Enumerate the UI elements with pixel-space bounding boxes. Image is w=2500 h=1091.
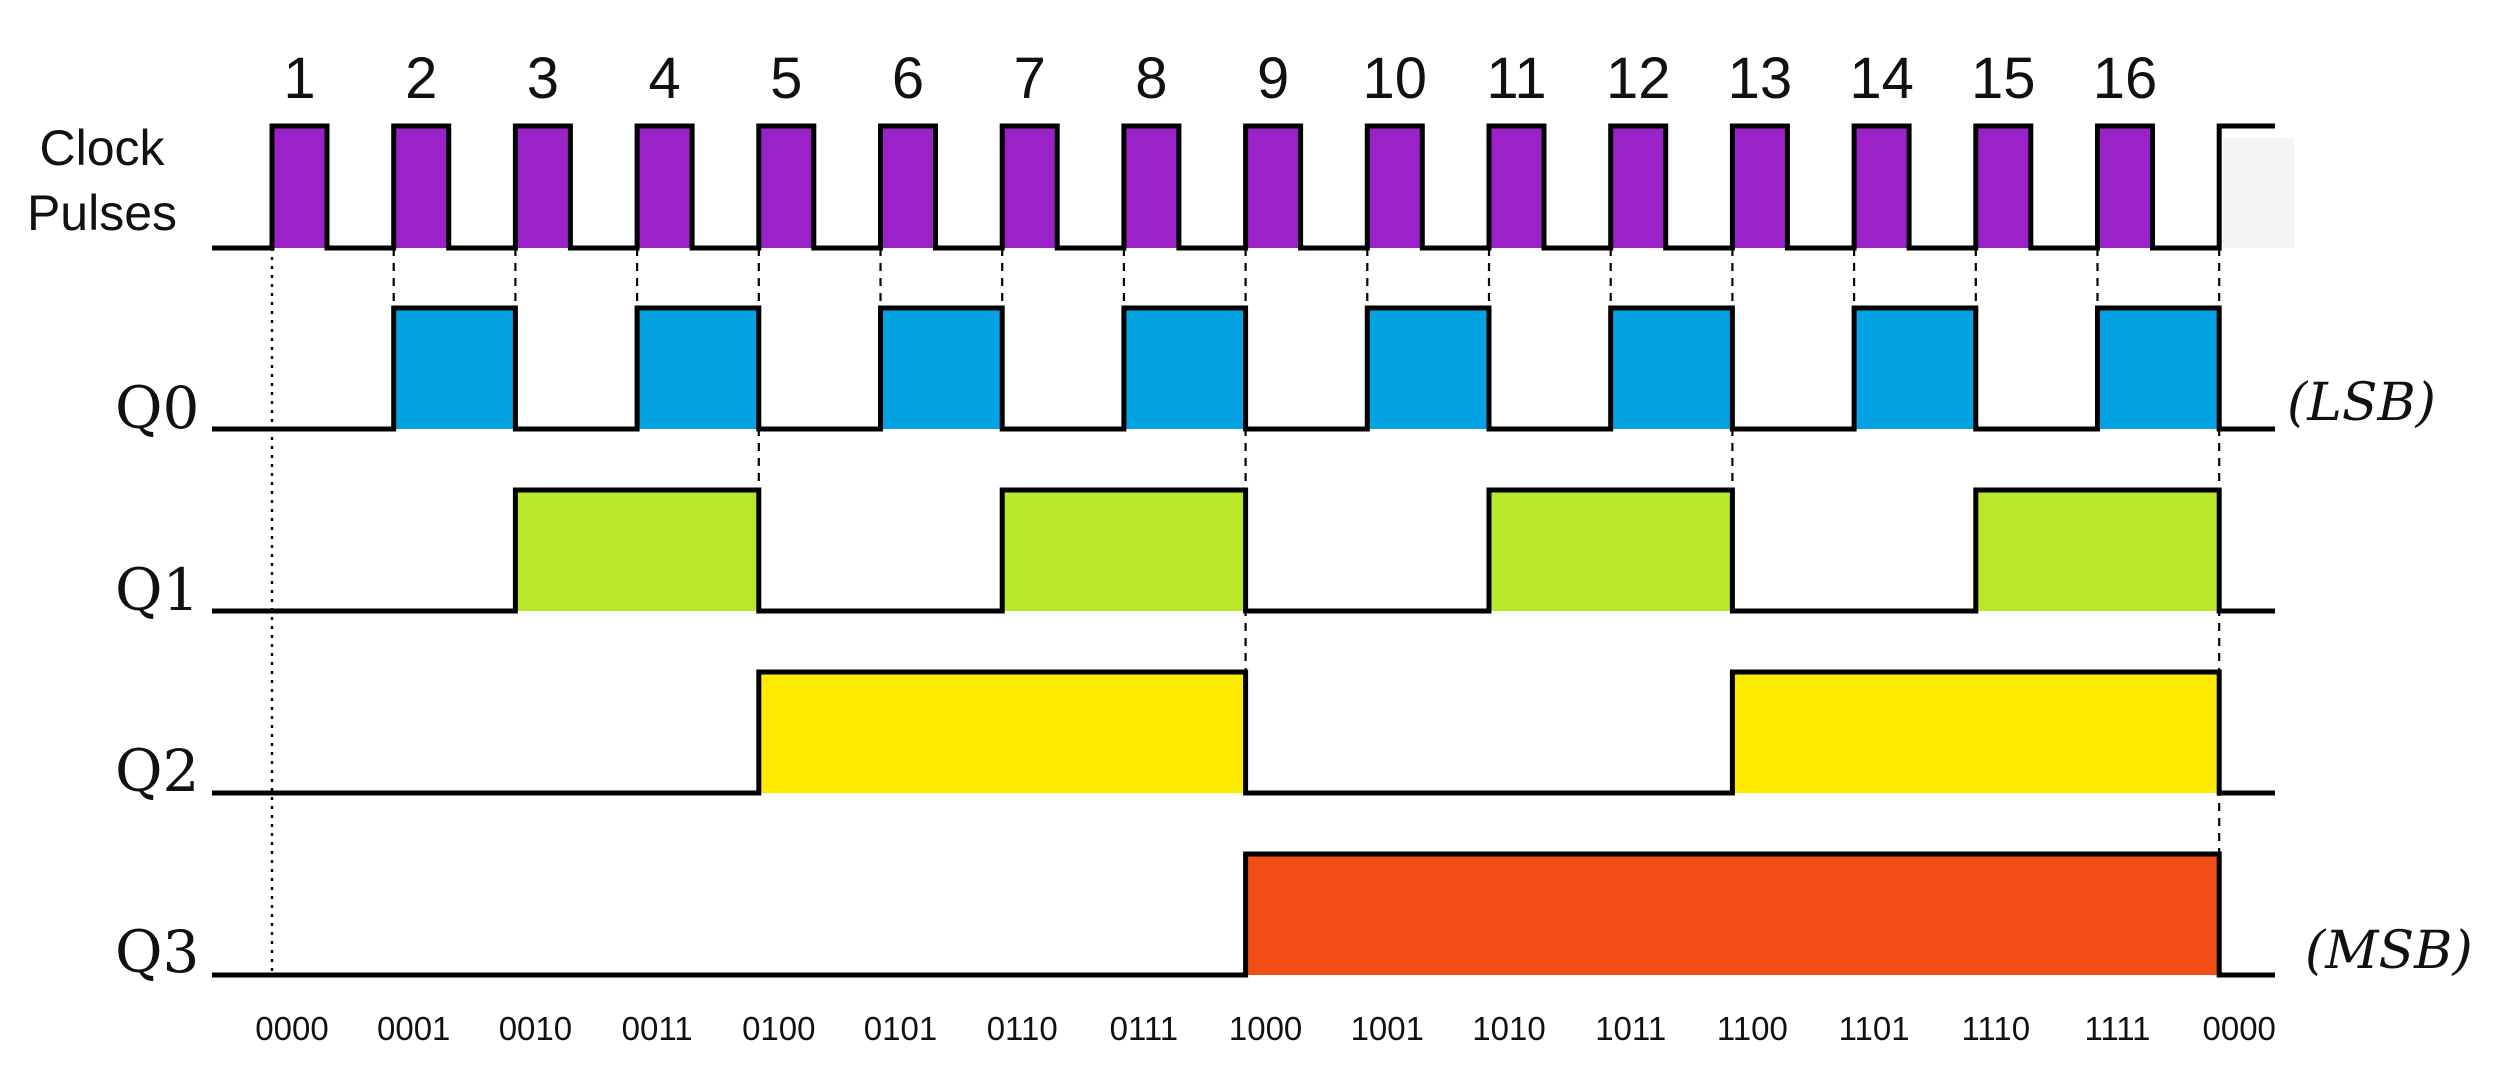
q0-label: Q0 bbox=[115, 374, 199, 442]
pulse-number: 3 bbox=[527, 46, 559, 111]
clock-pulse-fill bbox=[1975, 126, 2031, 248]
state-code: 0111 bbox=[1110, 1010, 1179, 1047]
state-codes: 0000 0001 0010 0011 0100 0101 0110 0111 1000 1001… bbox=[255, 1010, 2276, 1047]
clock-pulse-fill bbox=[393, 126, 449, 248]
pulse-number: 16 bbox=[2093, 46, 2158, 111]
clock-pulse-fill bbox=[1245, 126, 1301, 248]
pulse-number: 5 bbox=[770, 46, 802, 111]
lsb-note: (LSB) bbox=[2287, 373, 2436, 433]
state-code: 1010 bbox=[1472, 1010, 1545, 1047]
signal-fills bbox=[272, 126, 2294, 975]
pulse-number: 6 bbox=[892, 46, 924, 111]
q2-high-level bbox=[758, 672, 1246, 793]
pulse-number: 7 bbox=[1014, 46, 1046, 111]
pulse-numbers: 1 2 3 4 5 6 7 8 9 10 11 12 13 14 15 16 bbox=[283, 46, 2157, 111]
state-code: 0001 bbox=[377, 1010, 450, 1047]
state-code: 1101 bbox=[1839, 1010, 1910, 1047]
q3-high-level bbox=[1245, 854, 2220, 975]
state-code: 0010 bbox=[499, 1010, 572, 1047]
pulse-number: 1 bbox=[283, 46, 315, 111]
state-code: 1110 bbox=[1962, 1010, 2031, 1047]
q0-high-level bbox=[1123, 308, 1246, 429]
clock-pulse-fill bbox=[2097, 126, 2153, 248]
q1-high-level bbox=[515, 490, 759, 611]
clock-label-line1: Clock bbox=[39, 120, 165, 176]
clock-pulse-fill bbox=[1489, 126, 1544, 248]
q1-label: Q1 bbox=[115, 556, 199, 624]
pulse-number: 11 bbox=[1486, 46, 1546, 111]
pulse-number: 2 bbox=[405, 46, 437, 111]
clock-pulse-fill bbox=[880, 126, 936, 248]
q0-waveform bbox=[212, 305, 2275, 432]
state-code: 1111 bbox=[2084, 1010, 2150, 1047]
state-code: 0100 bbox=[742, 1010, 815, 1047]
q0-high-level bbox=[637, 308, 759, 429]
q3-label: Q3 bbox=[115, 918, 199, 986]
state-code: 0110 bbox=[987, 1010, 1058, 1047]
state-code: 0011 bbox=[622, 1010, 693, 1047]
q3-waveform bbox=[212, 851, 2275, 978]
clock-pulse-fill bbox=[1732, 126, 1788, 248]
q0-high-level bbox=[1367, 308, 1489, 429]
q2-label: Q2 bbox=[115, 737, 199, 805]
msb-note: (MSB) bbox=[2305, 921, 2473, 981]
q2-high-level bbox=[1732, 672, 2220, 793]
state-code: 1100 bbox=[1717, 1010, 1788, 1047]
q0-high-level bbox=[393, 308, 516, 429]
state-code: 0101 bbox=[864, 1010, 937, 1047]
q0-high-level bbox=[2097, 308, 2220, 429]
q0-high-level bbox=[1610, 308, 1733, 429]
clock-pulse-fill bbox=[1610, 126, 1666, 248]
clock-label-line2: Pulses bbox=[27, 185, 177, 241]
pulse-number: 8 bbox=[1135, 46, 1167, 111]
q1-waveform bbox=[212, 487, 2275, 614]
clock-pulse-fill bbox=[758, 126, 814, 248]
pulse-number: 10 bbox=[1363, 46, 1428, 111]
clock-pulse-fill bbox=[1367, 126, 1423, 248]
clock-pulse-tail bbox=[2223, 138, 2294, 248]
pulse-number: 15 bbox=[1971, 46, 2036, 111]
q2-waveform bbox=[212, 669, 2275, 796]
clock-pulse-fill bbox=[272, 126, 327, 248]
clock-waveform bbox=[212, 123, 2275, 251]
q0-high-level bbox=[1854, 308, 1976, 429]
state-code: 1000 bbox=[1229, 1010, 1302, 1047]
clock-pulse-fill bbox=[637, 126, 693, 248]
q0-high-level bbox=[880, 308, 1003, 429]
labels: Clock Pulses Q0 Q1 Q2 Q3 (LSB) (MSB) bbox=[27, 120, 2473, 986]
state-code: 0000 bbox=[2202, 1010, 2275, 1047]
pulse-number: 4 bbox=[648, 46, 680, 111]
pulse-number: 14 bbox=[1849, 46, 1914, 111]
clock-pulse-fill bbox=[515, 126, 571, 248]
q1-high-level bbox=[1002, 490, 1246, 611]
signal-traces bbox=[212, 123, 2275, 978]
clock-pulse-fill bbox=[1002, 126, 1058, 248]
state-code: 0000 bbox=[255, 1010, 328, 1047]
state-code: 1011 bbox=[1595, 1010, 1666, 1047]
clock-pulse-fill bbox=[1123, 126, 1179, 248]
clock-pulse-fill bbox=[1854, 126, 1910, 248]
q1-high-level bbox=[1975, 490, 2220, 611]
pulse-number: 9 bbox=[1257, 46, 1289, 111]
pulse-number: 12 bbox=[1606, 46, 1671, 111]
state-code: 1001 bbox=[1351, 1010, 1424, 1047]
pulse-number: 13 bbox=[1728, 46, 1793, 111]
q1-high-level bbox=[1489, 490, 1733, 611]
